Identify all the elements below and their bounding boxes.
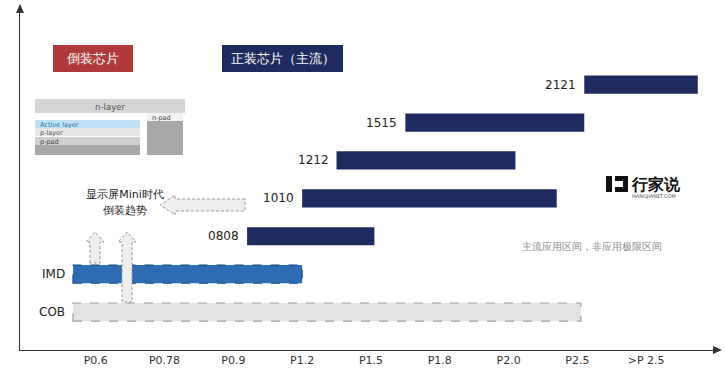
svg-text:IMD: IMD: [42, 267, 65, 281]
svg-text:p-layer: p-layer: [40, 129, 63, 137]
svg-text:Active layer: Active layer: [40, 121, 79, 129]
svg-text:2121: 2121: [545, 78, 576, 92]
svg-text:HANGJIANET.COM: HANGJIANET.COM: [632, 193, 676, 199]
svg-text:P1.8: P1.8: [428, 354, 452, 367]
svg-text:1212: 1212: [298, 153, 329, 167]
svg-text:P0.6: P0.6: [84, 354, 108, 367]
svg-text:倒装趋势: 倒装趋势: [103, 204, 147, 217]
svg-text:P1.5: P1.5: [359, 354, 383, 367]
svg-text:正装芯片（主流）: 正装芯片（主流）: [231, 51, 335, 66]
svg-text:n-pad: n-pad: [152, 114, 171, 122]
svg-text:>P 2.5: >P 2.5: [628, 354, 665, 367]
svg-text:行家说: 行家说: [631, 175, 681, 194]
svg-text:1010: 1010: [263, 191, 294, 205]
svg-text:COB: COB: [39, 305, 65, 319]
svg-text:倒装芯片: 倒装芯片: [67, 51, 119, 66]
svg-text:p-pad: p-pad: [40, 138, 59, 146]
svg-text:显示屏Mini时代: 显示屏Mini时代: [86, 188, 164, 201]
svg-text:P0.78: P0.78: [149, 354, 180, 367]
svg-text:主流应用区间，非应用极限区间: 主流应用区间，非应用极限区间: [522, 241, 662, 252]
svg-text:P2.0: P2.0: [496, 354, 520, 367]
svg-text:0808: 0808: [208, 229, 239, 243]
svg-text:P0.9: P0.9: [221, 354, 245, 367]
svg-text:1515: 1515: [366, 116, 397, 130]
svg-text:P1.2: P1.2: [290, 354, 314, 367]
svg-text:n-layer: n-layer: [95, 102, 125, 112]
svg-text:P2.5: P2.5: [565, 354, 589, 367]
